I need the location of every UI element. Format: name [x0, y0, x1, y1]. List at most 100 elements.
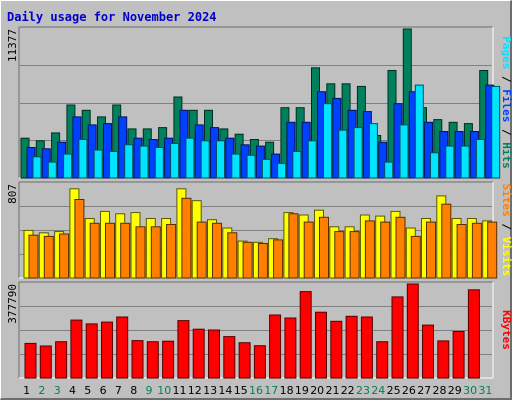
bar-files-day-27 — [424, 121, 433, 179]
x-tick-day-27: 27 — [417, 384, 431, 397]
bar-pages-day-15 — [246, 154, 256, 179]
bar-pages-day-29 — [460, 145, 470, 179]
x-tick-day-15: 15 — [234, 384, 248, 397]
x-tick-day-10: 10 — [157, 384, 171, 397]
bar-pages-day-13 — [216, 140, 225, 179]
bar-pages-day-6 — [109, 151, 118, 179]
side-legend: Sites / Visits — [500, 184, 512, 277]
bar-kbytes-day-16 — [253, 345, 266, 379]
bar-kbytes-day-15 — [238, 342, 251, 379]
bar-kbytes-day-30 — [467, 289, 480, 379]
bar-kbytes-day-10 — [162, 340, 175, 379]
bar-sites-day-11 — [181, 197, 192, 279]
panel-1: 11377 Pages / Files / Hits — [6, 26, 512, 179]
bar-kbytes-day-17 — [269, 314, 282, 379]
bar-kbytes-day-27 — [422, 324, 434, 379]
bar-pages-day-9 — [154, 147, 164, 179]
series-sites — [28, 197, 498, 279]
bar-files-day-6 — [103, 123, 112, 179]
y-max-label: 11377 — [6, 29, 19, 62]
bar-sites-day-15 — [242, 241, 253, 279]
bar-sites-day-18 — [288, 213, 299, 279]
bar-sites-day-28 — [441, 203, 452, 279]
bar-pages-day-19 — [307, 140, 317, 179]
bar-pages-day-8 — [139, 145, 149, 179]
side-legend-files: Files — [500, 89, 512, 122]
bar-kbytes-day-18 — [284, 317, 297, 379]
x-tick-day-7: 7 — [115, 384, 122, 397]
x-tick-day-4: 4 — [69, 384, 76, 397]
bar-pages-day-5 — [93, 149, 103, 179]
x-tick-day-31: 31 — [478, 384, 492, 397]
side-legend-separator: / — [500, 122, 512, 142]
bar-kbytes-day-6 — [101, 321, 113, 379]
bar-sites-day-3 — [59, 233, 70, 279]
x-tick-day-29: 29 — [448, 384, 462, 397]
x-tick-day-8: 8 — [130, 384, 137, 397]
bar-sites-day-21 — [334, 231, 345, 279]
bar-pages-day-7 — [124, 144, 134, 179]
bar-kbytes-day-7 — [116, 316, 129, 379]
bar-kbytes-day-24 — [376, 341, 389, 379]
bar-sites-day-20 — [319, 216, 329, 279]
x-tick-day-12: 12 — [188, 384, 202, 397]
bar-kbytes-day-19 — [299, 291, 312, 379]
bar-files-day-24 — [378, 141, 388, 179]
panel-2: 807 Sites / Visits — [6, 181, 512, 279]
panel-3: 377790 KBytes — [6, 281, 512, 379]
bar-sites-day-12 — [196, 221, 207, 279]
bar-kbytes-day-28 — [437, 340, 450, 379]
series-kbytes — [24, 283, 480, 379]
side-legend-separator: / — [500, 217, 512, 237]
bar-kbytes-day-1 — [24, 342, 37, 379]
bar-sites-day-22 — [349, 231, 360, 279]
bar-pages-day-2 — [47, 161, 57, 179]
x-tick-day-19: 19 — [295, 384, 309, 397]
bar-sites-day-14 — [227, 232, 238, 279]
bar-sites-day-17 — [273, 239, 284, 279]
bar-pages-day-1 — [32, 156, 42, 179]
x-tick-day-25: 25 — [387, 384, 401, 397]
bar-sites-day-24 — [380, 221, 391, 279]
x-tick-day-21: 21 — [326, 384, 340, 397]
bar-kbytes-day-13 — [208, 329, 220, 379]
bar-pages-day-21 — [338, 129, 348, 179]
bar-sites-day-1 — [28, 234, 39, 279]
bar-sites-day-2 — [43, 235, 54, 279]
side-legend-sites: Sites — [500, 184, 512, 217]
bar-sites-day-25 — [395, 216, 406, 279]
bar-kbytes-day-29 — [452, 331, 465, 379]
bar-sites-day-4 — [74, 199, 85, 279]
bar-sites-day-6 — [105, 222, 115, 279]
bar-pages-day-31 — [491, 85, 501, 179]
x-tick-day-5: 5 — [84, 384, 91, 397]
bar-pages-day-30 — [475, 139, 485, 179]
x-tick-day-2: 2 — [38, 384, 45, 397]
series-pages — [32, 84, 501, 179]
bar-pages-day-16 — [261, 158, 271, 179]
side-legend: Pages / Files / Hits — [500, 36, 512, 169]
bar-pages-day-26 — [414, 84, 424, 179]
bar-sites-day-19 — [303, 221, 314, 279]
bar-pages-day-20 — [323, 103, 332, 179]
x-tick-day-30: 30 — [463, 384, 477, 397]
side-legend-separator: / — [500, 69, 512, 89]
bar-kbytes-day-22 — [345, 315, 358, 379]
bar-pages-day-25 — [399, 124, 409, 179]
x-tick-day-20: 20 — [310, 384, 324, 397]
bar-sites-day-9 — [150, 226, 161, 279]
bar-sites-day-27 — [426, 221, 436, 279]
bar-files-day-18 — [286, 121, 296, 179]
bar-kbytes-day-2 — [39, 345, 52, 379]
bar-kbytes-day-4 — [70, 319, 83, 379]
bar-kbytes-day-11 — [177, 320, 190, 379]
x-tick-day-9: 9 — [146, 384, 153, 397]
side-legend-hits: Hits — [500, 142, 512, 169]
chart-title: Daily usage for November 2024 — [7, 10, 217, 24]
bar-pages-day-23 — [368, 123, 378, 179]
bar-sites-day-8 — [135, 226, 146, 279]
bar-kbytes-day-8 — [131, 340, 144, 379]
bar-pages-day-17 — [277, 162, 287, 179]
bar-sites-day-30 — [471, 222, 482, 279]
